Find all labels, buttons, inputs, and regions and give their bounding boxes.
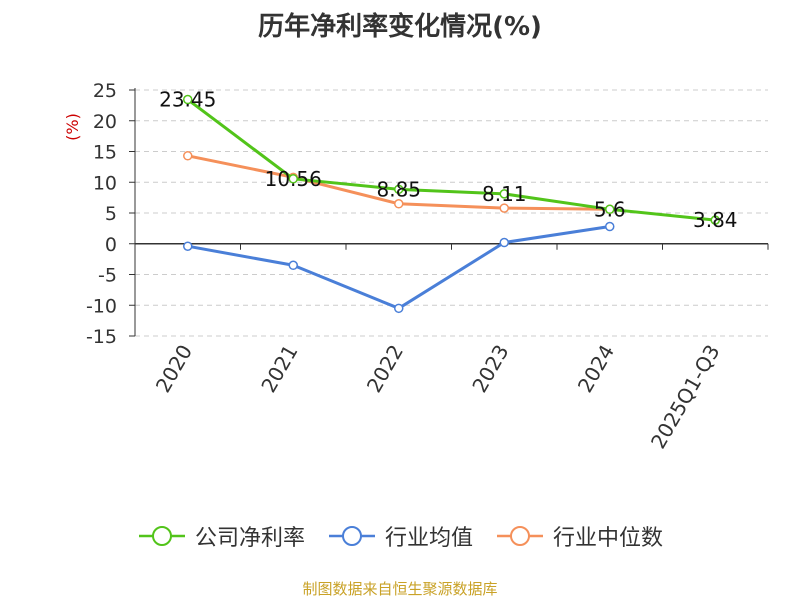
data-label: 3.84 [693,208,738,232]
data-point [499,189,509,199]
y-tick-label: 25 [93,80,117,102]
data-point [394,199,404,209]
y-tick-label: 0 [105,234,117,256]
legend-item: 行业中位数 [495,520,663,552]
data-label: 8.85 [376,177,421,201]
data-point [288,260,298,271]
data-point [288,174,298,184]
y-tick-label: 20 [93,111,117,133]
y-tick-label: 5 [105,203,117,225]
data-point [710,215,720,225]
x-tick-label: 2021 [256,341,302,397]
series [183,94,720,314]
x-tick-label: 2025Q1-Q3 [646,341,725,453]
data-labels: 23.45 10.56 8.85 8.11 5.6 3.84 [159,88,737,233]
y-tick-label: 15 [93,142,117,164]
x-tick-label: 2024 [573,341,619,397]
legend-label: 公司净利率 [194,526,305,551]
legend-swatch-icon [497,526,543,546]
data-point [499,203,509,213]
series-line [186,98,716,222]
data-point [394,303,404,314]
line-chart: 25 20 15 10 5 0 -5 -10 -15 2020 2021 2022 2023 2024 20… [63,80,769,453]
axes: 25 20 15 10 5 0 -5 -10 -15 2020 2021 2022 2023 2024 20… [86,80,769,453]
legend-item: 公司净利率 [137,520,305,552]
data-point [605,204,615,215]
y-tick-label: -10 [86,295,117,317]
data-point [183,241,193,251]
legend-item: 行业均值 [327,520,473,552]
x-tick-label: 2023 [467,341,513,397]
series-line [187,225,610,310]
data-point [499,237,509,248]
legend-label: 行业均值 [384,526,473,551]
data-label: 10.56 [265,167,322,191]
y-tick-label: -15 [86,326,117,348]
data-point [183,151,193,161]
legend-swatch-icon [328,526,375,546]
gridlines [135,89,768,337]
chart-title: 历年净利率变化情况(%) [258,12,542,42]
source-footer: 制图数据来自恒生聚源数据库 [302,580,498,598]
x-tick-label: 2020 [151,341,197,397]
data-point [605,221,615,232]
data-point [183,94,193,105]
data-point [394,184,404,195]
y-tick-label: -5 [98,265,117,287]
legend-swatch-marker [510,526,530,546]
legend-swatch-marker [341,526,362,546]
y-axis-label: (%) [63,113,82,141]
data-label: 23.45 [159,88,216,112]
legend-swatch-icon [138,526,185,546]
y-tick-label: 10 [93,172,117,194]
legend: 公司净利率 行业均值 行业中位数 [0,520,800,552]
data-label: 8.11 [482,182,527,206]
legend-swatch-marker [151,526,172,546]
legend-label: 行业中位数 [553,526,664,551]
data-label: 5.6 [594,197,626,221]
x-tick-label: 2022 [362,341,408,397]
